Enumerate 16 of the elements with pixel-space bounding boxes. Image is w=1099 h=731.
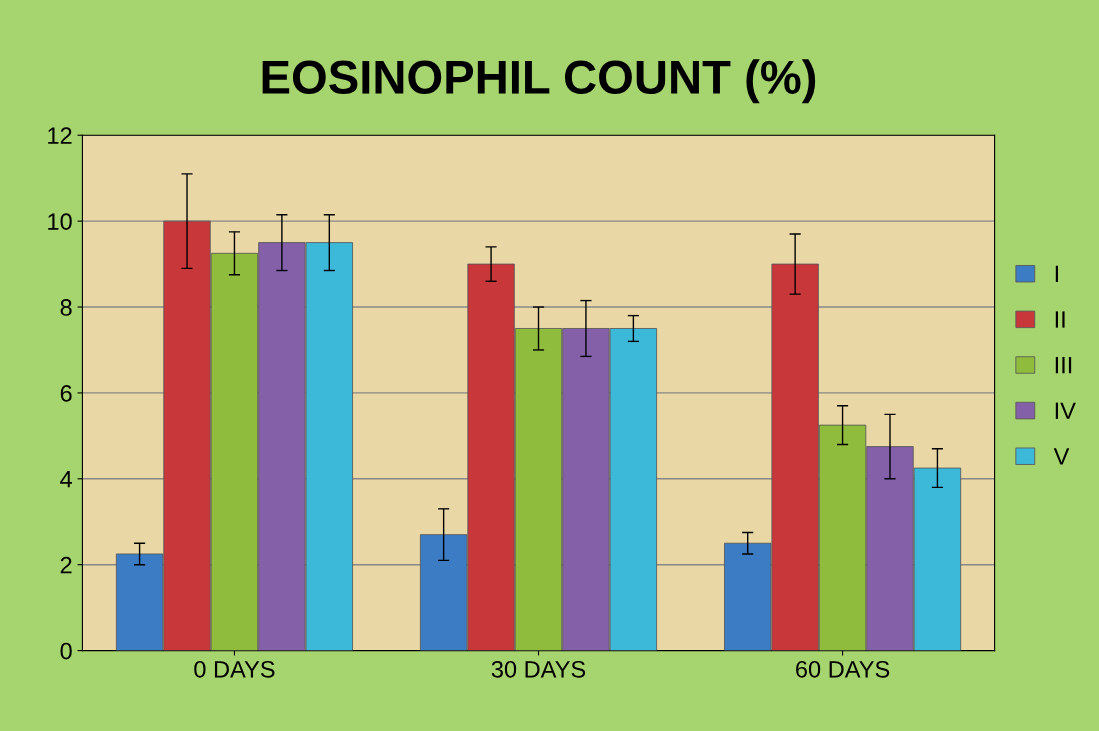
x-tick-label: 0 DAYS <box>194 660 275 678</box>
y-tick-label: 6 <box>60 384 72 402</box>
legend-label: IV <box>1055 402 1076 419</box>
legend-label: V <box>1053 448 1070 465</box>
x-tick-label: 30 DAYS <box>491 660 586 678</box>
legend-label: II <box>1055 311 1065 328</box>
y-tick-label: 2 <box>60 556 72 574</box>
legend-label: I <box>1055 265 1059 283</box>
chart-title: EOSINOPHIL COUNT (%) <box>262 59 816 104</box>
y-tick-label: 4 <box>60 471 73 488</box>
y-tick-label: 12 <box>48 127 72 144</box>
y-tick-label: 8 <box>60 299 72 316</box>
y-tick-label: 0 <box>60 642 72 660</box>
x-tick-label: 60 DAYS <box>796 660 890 678</box>
legend-label: III <box>1055 357 1072 374</box>
y-tick-label: 10 <box>48 213 72 230</box>
